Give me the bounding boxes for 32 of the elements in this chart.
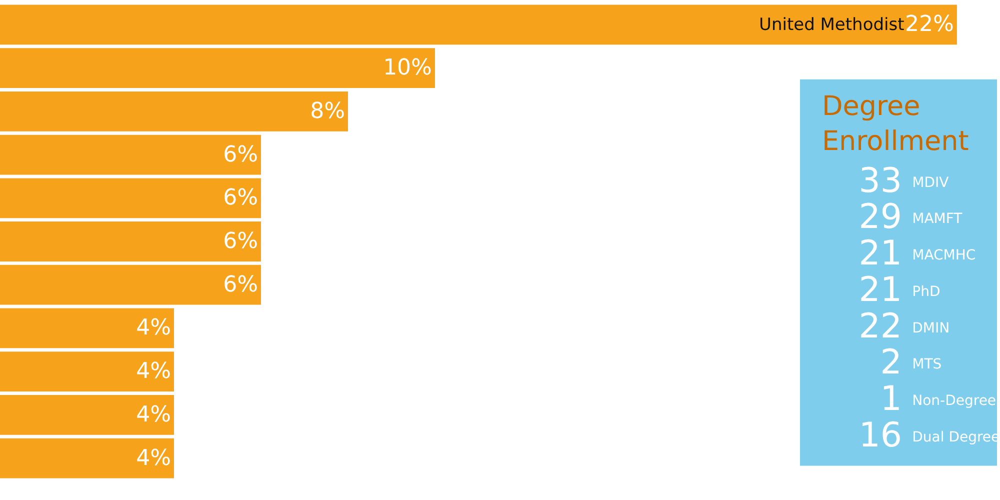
bar: [0, 178, 261, 218]
category-label: MAMFT: [912, 211, 963, 228]
category-label: Dual Degree: [912, 429, 1000, 446]
bar: [0, 264, 261, 305]
data-label: 6%: [223, 229, 258, 254]
text: Degree Enrollment: [822, 91, 969, 158]
category-label: MDIV: [912, 174, 950, 191]
bar: [0, 395, 174, 435]
data-label: 10%: [383, 56, 432, 81]
data-label: 6%: [223, 186, 258, 211]
data-label: 6%: [223, 142, 258, 168]
data-label: 4%: [136, 359, 171, 384]
bar: [0, 4, 957, 45]
data-label: 22%: [905, 12, 954, 38]
bar: [0, 48, 435, 88]
category-label: MACMHC: [912, 248, 976, 264]
data-label: 4%: [136, 316, 171, 341]
data-label: 4%: [136, 446, 171, 471]
data-label: 4%: [136, 402, 171, 428]
data-label: 8%: [310, 98, 345, 124]
bar: [0, 134, 261, 175]
bar: [0, 352, 174, 392]
bar: [0, 91, 348, 132]
category-label: MTS: [912, 356, 942, 373]
bar: [0, 438, 174, 478]
bar: [0, 308, 174, 348]
data-label: 6%: [223, 272, 258, 298]
bar: [0, 222, 261, 262]
category-label: Non-Degree: [912, 393, 996, 410]
category-label: PhD: [912, 284, 940, 300]
category-label: DMIN: [912, 320, 950, 336]
y-tick-label: United Methodist: [759, 15, 905, 35]
